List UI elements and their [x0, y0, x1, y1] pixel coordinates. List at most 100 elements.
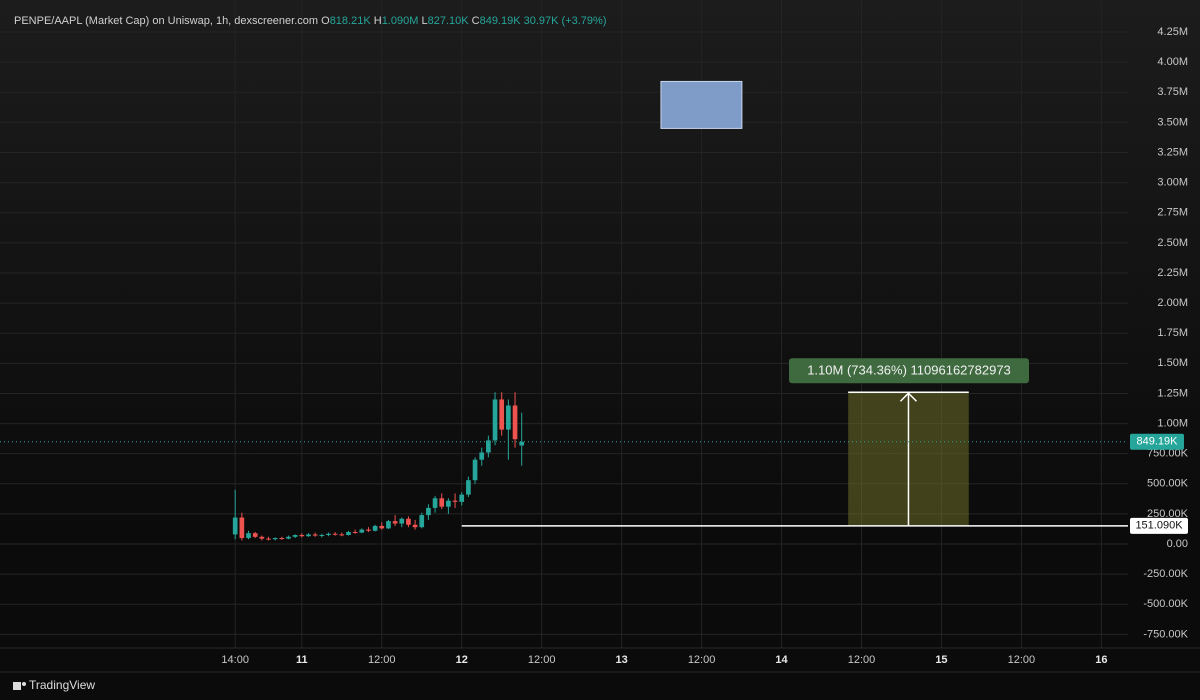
y-tick-label: 1.00M [1157, 417, 1188, 429]
candle-body [499, 399, 505, 430]
candle-body [426, 507, 431, 516]
y-tick-label: 1.50M [1157, 357, 1188, 369]
legend-header: PENPE/AAPL (Market Cap) on Uniswap, 1h, … [14, 15, 607, 27]
x-tick-label: 12:00 [368, 654, 396, 666]
candle-body [466, 480, 471, 495]
price-tag-bg [1130, 433, 1184, 450]
y-tick-label: 0.00 [1167, 538, 1188, 550]
y-tick-label: 250.00K [1147, 508, 1189, 520]
change: 30.97K (+3.79%) [523, 15, 607, 27]
y-tick-label: 2.75M [1157, 207, 1188, 219]
candle-body [446, 500, 451, 507]
candle-body [479, 452, 485, 460]
ohlc-label: L [421, 15, 428, 27]
candle-body [492, 399, 498, 441]
brand[interactable]: TradingView [29, 678, 95, 692]
price-tag: 849.19K [1137, 436, 1179, 448]
y-tick-label: 4.25M [1157, 26, 1188, 38]
candle-body [339, 534, 345, 536]
candle-body [366, 529, 371, 531]
candle-body [306, 534, 311, 537]
candle-body [259, 536, 265, 539]
candle-body [352, 531, 358, 533]
y-tick-label: 3.75M [1157, 86, 1188, 98]
candle-body [379, 525, 385, 529]
x-tick-label: 15 [935, 654, 947, 666]
candle-body [412, 524, 418, 528]
ohlc-value: 849.19K [479, 15, 521, 27]
candle-body [392, 521, 398, 524]
candle-body [386, 521, 391, 529]
y-tick-label: -500.00K [1143, 598, 1188, 610]
candle-body [279, 538, 285, 540]
y-tick-label: 2.50M [1157, 237, 1188, 249]
y-tick-label: 1.25M [1157, 387, 1188, 399]
candle-body [406, 518, 411, 525]
candle-body [266, 538, 271, 540]
y-tick-label: 3.50M [1157, 116, 1188, 128]
candle-body [252, 533, 258, 537]
y-tick-label: 4.00M [1157, 56, 1188, 68]
candle-body [292, 535, 298, 537]
rectangle-drawing [660, 80, 743, 129]
ohlc-value: 1.090M [381, 15, 419, 27]
candle-body [459, 494, 465, 502]
x-tick-label: 12:00 [528, 654, 556, 666]
candle-body [432, 498, 438, 508]
candle-body [359, 529, 365, 533]
candle-body [439, 498, 445, 507]
ohlc-label: H [373, 15, 382, 27]
tradingview-logo [13, 682, 26, 690]
price-tag-bg [1130, 517, 1188, 534]
x-tick-label: 12:00 [688, 654, 716, 666]
candle-body [246, 533, 251, 539]
candle-body [239, 517, 245, 539]
ohlc-value: 827.10K [427, 15, 469, 27]
ohlc-label: O [321, 15, 330, 27]
candle-body [272, 538, 278, 540]
measure-arrowhead [899, 392, 917, 402]
candle-body [372, 525, 378, 531]
candle-body [419, 515, 425, 528]
y-tick-label: 3.00M [1157, 177, 1188, 189]
x-tick-label: 13 [616, 654, 628, 666]
x-tick-label: 12:00 [1008, 654, 1036, 666]
candle-body [512, 405, 518, 440]
y-tick-label: -750.00K [1143, 628, 1188, 640]
y-tick-label: -250.00K [1143, 568, 1188, 580]
x-tick-label: 11 [296, 654, 308, 666]
symbol-title: PENPE/AAPL (Market Cap) on Uniswap, 1h, … [14, 15, 319, 27]
ohlc-value: 818.21K [329, 15, 371, 27]
candle-body [506, 405, 511, 430]
candle-body [312, 534, 318, 536]
y-tick-label: 2.25M [1157, 267, 1188, 279]
x-tick-label: 12:00 [848, 654, 876, 666]
candle-body [232, 517, 238, 535]
y-tick-label: 2.00M [1157, 297, 1188, 309]
candle-body [399, 518, 405, 524]
candle-body [472, 459, 478, 481]
candle-body [319, 535, 325, 537]
x-tick-label: 14 [775, 654, 788, 666]
candle-body [332, 533, 338, 535]
candle-body [299, 535, 305, 537]
x-tick-label: 14:00 [221, 654, 249, 666]
measure-label-bg [789, 358, 1029, 384]
candle-body [346, 531, 351, 536]
y-tick-label: 1.75M [1157, 327, 1188, 339]
candle-body [519, 441, 525, 446]
y-tick-label: 3.25M [1157, 146, 1188, 158]
price-tag: 151.090K [1135, 520, 1183, 532]
y-tick-label: 500.00K [1147, 478, 1189, 490]
candle-body [326, 533, 331, 536]
x-tick-label: 12 [456, 654, 468, 666]
candle-body [486, 440, 491, 453]
measure-label: 1.10M (734.36%) 11096162782973 [807, 363, 1011, 378]
x-tick-label: 16 [1095, 654, 1107, 666]
candle-body [452, 500, 458, 502]
candle-body [286, 536, 291, 539]
ohlc-label: C [471, 15, 480, 27]
y-tick-label: 750.00K [1147, 448, 1189, 460]
